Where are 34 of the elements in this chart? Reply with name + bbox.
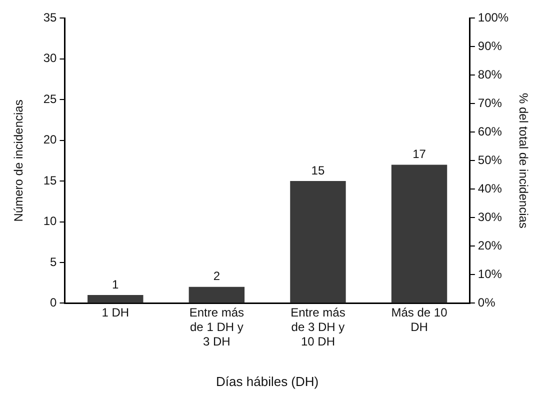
y2-tick-label: 70% bbox=[478, 96, 502, 110]
y2-tick-label: 60% bbox=[478, 124, 502, 139]
y2-tick-label: 40% bbox=[478, 182, 502, 196]
data-label: 17 bbox=[412, 147, 426, 162]
y-tick-label: 35 bbox=[43, 10, 58, 25]
y-tick-label: 15 bbox=[43, 173, 58, 188]
y-tick-label: 10 bbox=[43, 214, 58, 228]
data-label: 1 bbox=[112, 277, 120, 292]
y-tick-label: 20 bbox=[43, 132, 58, 147]
y2-tick-label: 30% bbox=[478, 210, 502, 224]
x-tick-label: 1 DH bbox=[102, 306, 130, 320]
x-tick-label: Entre más de 3 DH y 10 DH bbox=[290, 306, 346, 349]
y2-tick-label: 20% bbox=[478, 238, 502, 253]
y2-tick-label: 90% bbox=[478, 39, 502, 54]
y2-axis-title: % del total de incidencias bbox=[516, 92, 530, 228]
y-tick-label: 5 bbox=[50, 254, 58, 269]
y2-tick-label: 10% bbox=[478, 267, 502, 282]
x-tick-label: Más de 10 DH bbox=[391, 306, 448, 334]
y2-tick-label: 100% bbox=[478, 10, 509, 25]
bar bbox=[88, 295, 144, 303]
bar bbox=[290, 181, 346, 303]
bar bbox=[188, 286, 245, 303]
y2-tick-label: 0% bbox=[478, 296, 496, 310]
y2-tick-label: 80% bbox=[478, 68, 502, 82]
y2-tick-label: 50% bbox=[478, 153, 502, 168]
y-tick-label: 30 bbox=[43, 51, 58, 66]
x-axis-title: Días hábiles (DH) bbox=[216, 374, 319, 389]
y-tick-label: 0 bbox=[50, 296, 58, 310]
y-tick-label: 25 bbox=[43, 92, 58, 106]
data-label: 2 bbox=[213, 269, 220, 284]
bar bbox=[391, 164, 448, 303]
y-axis-title: Número de incidencias bbox=[12, 100, 26, 222]
x-tick-label: Entre más de 1 DH y 3 DH bbox=[189, 306, 244, 349]
data-label: 15 bbox=[311, 163, 325, 178]
